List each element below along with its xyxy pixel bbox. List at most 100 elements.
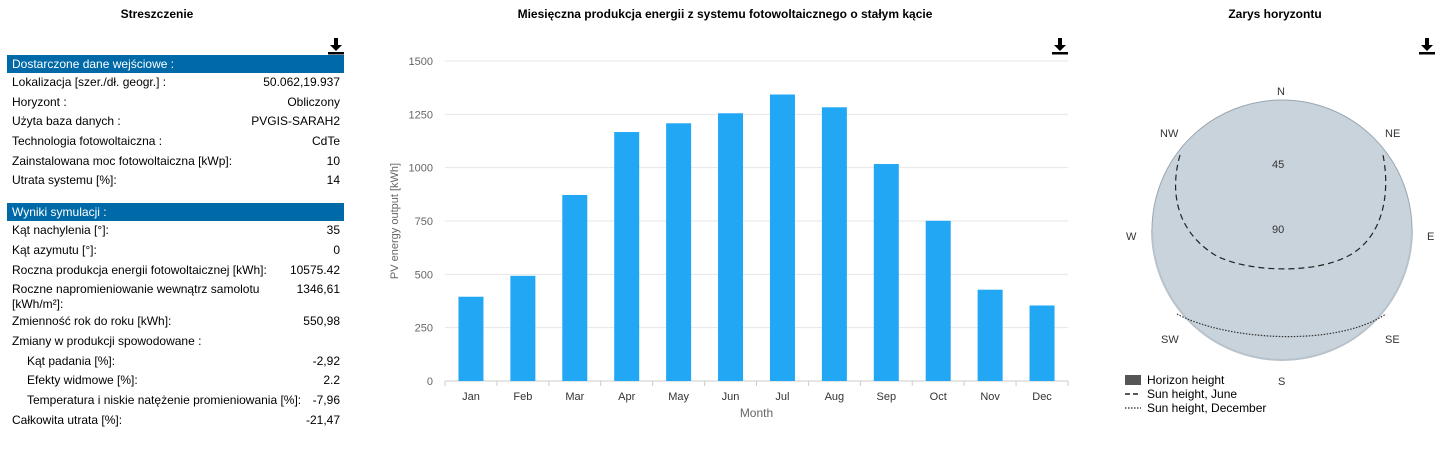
summary-title: Streszczenie [120, 7, 194, 21]
summary-panel: Dostarczone dane wejściowe : Lokalizacja… [7, 55, 344, 430]
legend-swatch-icon [1125, 375, 1141, 385]
download-icon[interactable] [1418, 37, 1436, 55]
horizon-polar-chart: 45 90 N NE E SE S SW W NW [1126, 86, 1434, 388]
bar-dec [1029, 305, 1055, 381]
summary-row: Roczne napromieniowanie wewnątrz samolot… [7, 280, 344, 312]
row-label: Technologia fotowoltaiczna : [12, 134, 163, 149]
summary-row: Horyzont : Obliczony [7, 93, 344, 113]
ring-label-45: 45 [1272, 159, 1284, 171]
bar-oct [925, 220, 951, 381]
legend-label: Sun height, June [1147, 387, 1238, 401]
summary-row: Zmiany w produkcji spowodowane : [7, 332, 344, 352]
row-label: Kąt azymutu [°]: [12, 242, 97, 257]
y-axis-label: PV energy output [kWh] [389, 163, 401, 279]
legend-dashed-line-icon [1125, 393, 1141, 395]
row-label: Zmiany w produkcji spowodowane : [12, 333, 202, 348]
y-tick-label: 1000 [409, 163, 433, 175]
results-header: Wyniki symulacji : [7, 203, 344, 222]
row-value: -7,96 [312, 392, 340, 407]
inputs-header: Dostarczone dane wejściowe : [7, 55, 344, 73]
y-tick-label: 0 [427, 376, 433, 388]
bar-may [666, 123, 692, 381]
dir-se: SE [1385, 334, 1400, 346]
x-tick-label: Feb [513, 391, 532, 403]
row-value: 550,98 [303, 314, 340, 329]
dir-nw: NW [1160, 128, 1179, 140]
summary-row: Temperatura i niskie natężenie promienio… [7, 391, 344, 411]
legend-item-december[interactable]: Sun height, December [1125, 401, 1266, 415]
bar-jun [718, 113, 744, 381]
bar-nov [977, 289, 1003, 381]
row-value: PVGIS-SARAH2 [251, 114, 340, 129]
bar-feb [510, 275, 536, 381]
x-tick-label: Sep [877, 391, 897, 403]
row-label: Utrata systemu [%]: [12, 173, 117, 188]
row-value: 50.062,19.937 [263, 75, 340, 89]
results-list: Kąt nachylenia [°]: 35 Kąt azymutu [°]: 0 Ro… [7, 221, 344, 430]
bar-mar [562, 194, 588, 381]
summary-row: Technologia fotowoltaiczna : CdTe [7, 132, 344, 152]
row-label: Kąt nachylenia [°]: [12, 223, 109, 238]
dir-sw: SW [1161, 334, 1179, 346]
row-label: Temperatura i niskie natężenie promienio… [27, 392, 302, 407]
row-label: Efekty widmowe [%]: [27, 373, 138, 388]
x-tick-label: Jun [722, 391, 740, 403]
y-tick-label: 1500 [409, 56, 433, 68]
dir-w: W [1126, 231, 1137, 243]
row-value: 1346,61 [296, 282, 340, 297]
row-value: 10 [326, 153, 340, 168]
dir-s: S [1278, 376, 1285, 388]
summary-row: Całkowita utrata [%]: -21,47 [7, 411, 344, 431]
dir-e: E [1427, 231, 1434, 243]
row-value: 14 [326, 173, 340, 188]
summary-row: Utrata systemu [%]: 14 [7, 171, 344, 191]
horizon-rim-shadow [1151, 229, 1413, 361]
download-icon[interactable] [1051, 37, 1069, 55]
row-value: 35 [326, 223, 340, 238]
bar-jan [458, 296, 484, 381]
y-tick-label: 500 [415, 269, 433, 281]
legend-item-june[interactable]: Sun height, June [1125, 387, 1266, 401]
summary-row: Zmienność rok do roku [kWh]: 550,98 [7, 312, 344, 332]
row-value: -21,47 [305, 412, 340, 427]
bar-apr [614, 132, 640, 381]
row-value: CdTe [311, 134, 340, 149]
summary-row: Zainstalowana moc fotowoltaiczna [kWp]: 1… [7, 152, 344, 172]
y-tick-label: 250 [415, 323, 433, 335]
dir-n: N [1277, 86, 1285, 98]
download-icon[interactable] [327, 37, 345, 55]
row-value: Obliczony [287, 94, 340, 109]
legend-item-horizon[interactable]: Horizon height [1125, 373, 1266, 387]
y-tick-label: 1250 [409, 109, 433, 121]
x-tick-label: Mar [565, 391, 584, 403]
dir-ne: NE [1385, 128, 1400, 140]
x-tick-label: Oct [930, 391, 947, 403]
x-tick-label: Nov [980, 391, 1000, 403]
x-tick-label: Aug [825, 391, 845, 403]
row-label: Zmienność rok do roku [kWh]: [12, 314, 172, 329]
summary-row: Roczna produkcja energii fotowoltaicznej… [7, 261, 344, 281]
inputs-list: Lokalizacja [szer./dł. geogr.] : 50.062,1… [7, 73, 344, 191]
y-tick-label: 750 [415, 216, 433, 228]
x-tick-label: Jan [462, 391, 480, 403]
x-axis-label: Month [740, 406, 773, 420]
sun-path-june [1175, 154, 1387, 270]
horizon-legend: Horizon height Sun height, June Sun heig… [1125, 373, 1266, 415]
row-label: Kąt padania [%]: [27, 353, 116, 368]
legend-dotted-line-icon [1125, 407, 1141, 409]
summary-row: Efekty widmowe [%]: 2.2 [7, 371, 344, 391]
bar-aug [821, 107, 847, 381]
row-label: Horyzont : [12, 94, 67, 109]
row-label: Zainstalowana moc fotowoltaiczna [kWp]: [12, 153, 233, 168]
bar-chart: 0 250 500 750 1000 1250 1500 Jan Feb Mar Apr May Jun… [389, 56, 1069, 420]
x-tick-label: May [668, 391, 689, 403]
row-label: Roczne napromieniowanie wewnątrz samolot… [12, 282, 260, 312]
row-value: -2,92 [312, 353, 340, 368]
row-value: 10575.42 [289, 262, 340, 277]
row-label: Roczna produkcja energii fotowoltaicznej… [12, 262, 267, 277]
row-label: Całkowita utrata [%]: [12, 412, 123, 427]
horizon-title: Zarys horyzontu [1228, 7, 1322, 21]
legend-label: Sun height, December [1147, 401, 1267, 415]
summary-row: Lokalizacja [szer./dł. geogr.] : 50.062,1… [7, 73, 344, 93]
bar-sep [873, 164, 899, 381]
